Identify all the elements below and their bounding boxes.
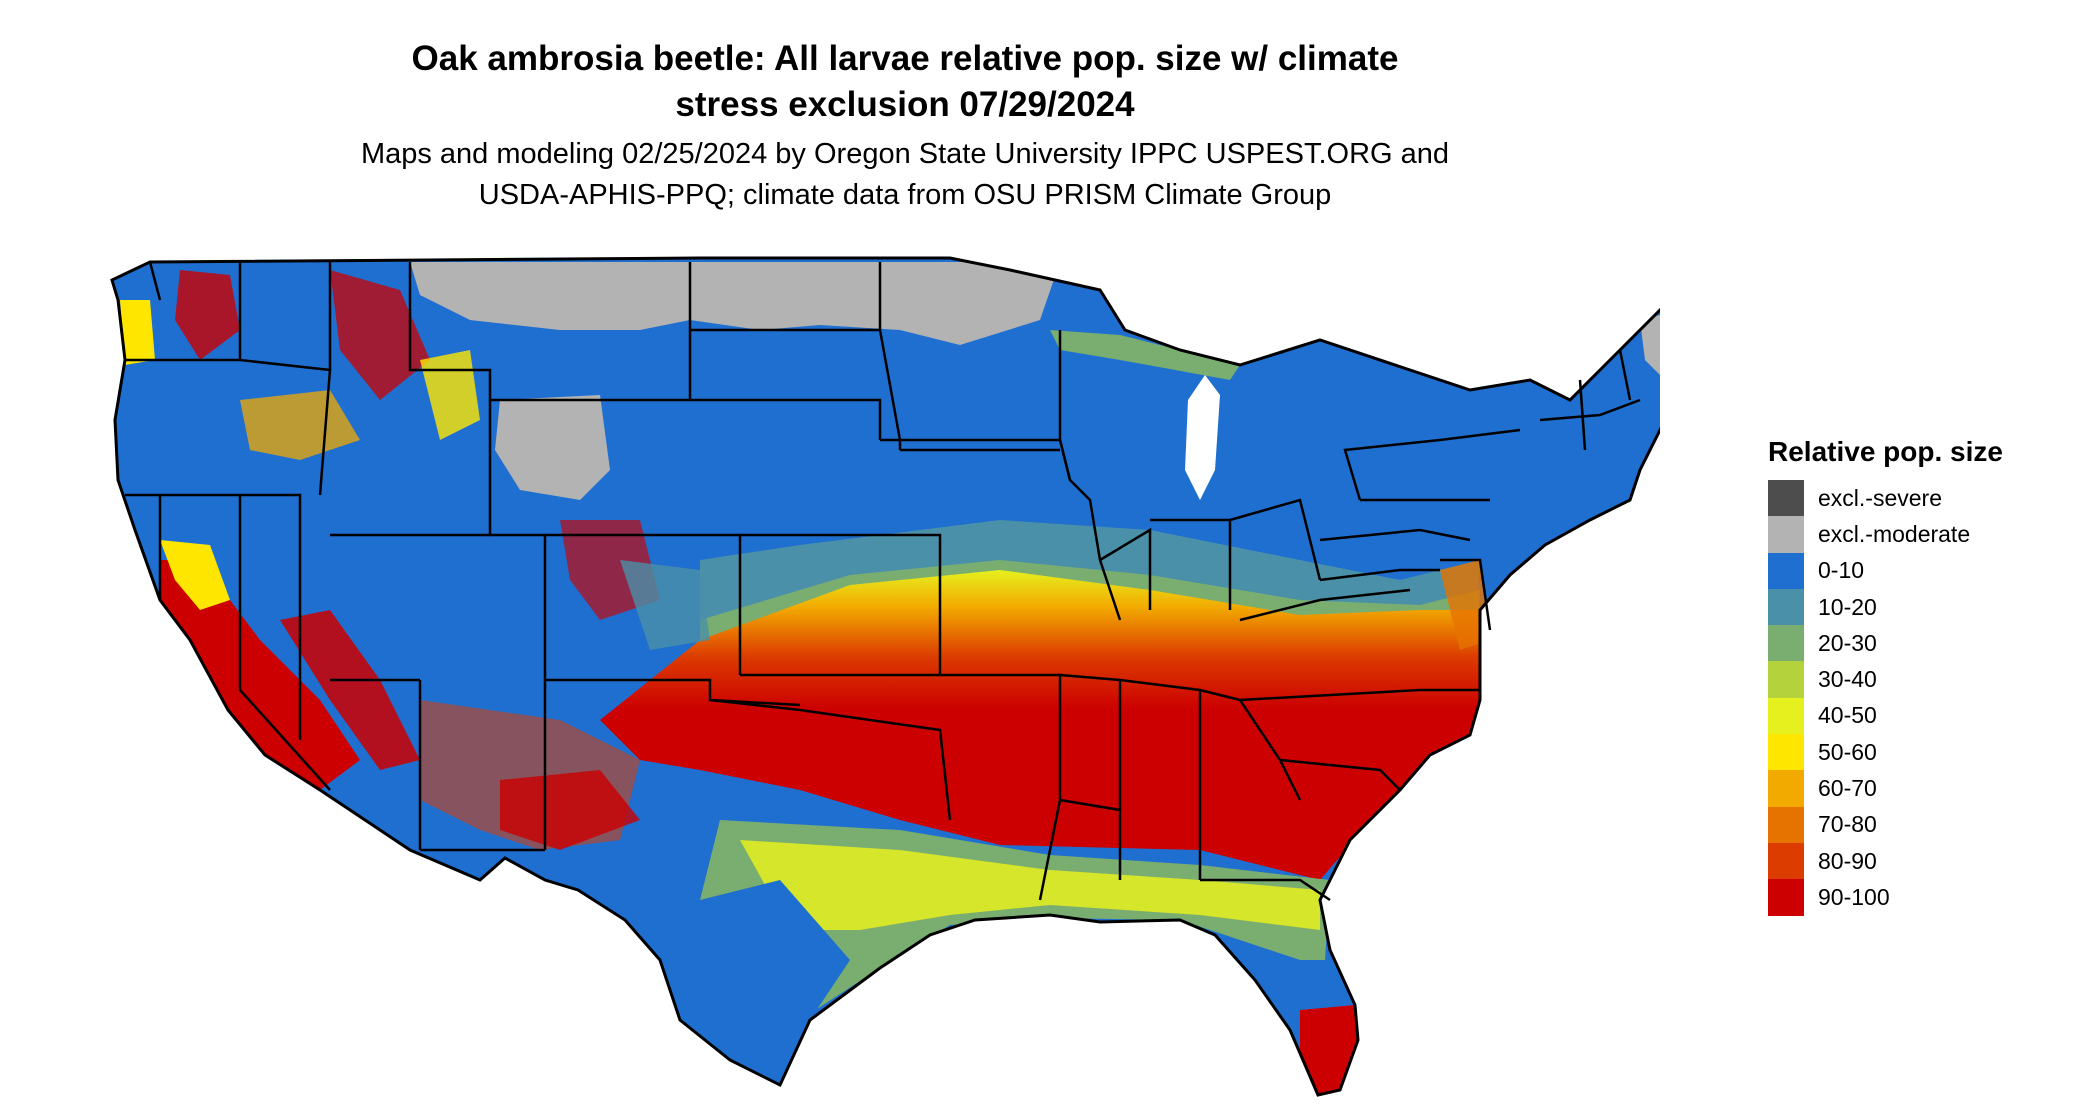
subtitle-line-1: Maps and modeling 02/25/2024 by Oregon S… bbox=[360, 138, 1450, 170]
legend-label: 30-40 bbox=[1818, 666, 1877, 693]
map-subtitle: Maps and modeling 02/25/2024 by Oregon S… bbox=[300, 134, 1510, 216]
legend-item: excl.-moderate bbox=[1768, 516, 2088, 553]
legend-label: 70-80 bbox=[1818, 811, 1877, 838]
legend-label: 0-10 bbox=[1818, 557, 1865, 584]
legend-label: 40-50 bbox=[1818, 702, 1877, 729]
legend-label: 60-70 bbox=[1818, 775, 1877, 802]
legend-item: 60-70 bbox=[1768, 770, 2088, 807]
title-line-2: stress exclusion 07/29/2024 bbox=[675, 85, 1135, 124]
legend-item: 50-60 bbox=[1768, 734, 2088, 771]
legend-swatch bbox=[1768, 842, 1804, 880]
legend-swatch bbox=[1768, 516, 1804, 553]
us-map bbox=[110, 256, 1660, 1097]
legend-swatch bbox=[1768, 588, 1804, 626]
title-line-1: Oak ambrosia beetle: All larvae relative… bbox=[411, 39, 1399, 78]
legend-item: 0-10 bbox=[1768, 552, 2088, 589]
map-title: Oak ambrosia beetle: All larvae relative… bbox=[300, 36, 1510, 128]
legend-label: 90-100 bbox=[1818, 883, 1890, 910]
legend-swatch bbox=[1768, 806, 1804, 843]
legend-label: 20-30 bbox=[1818, 629, 1877, 656]
legend-swatch bbox=[1768, 625, 1804, 662]
legend-item: 90-100 bbox=[1768, 879, 2088, 916]
legend-label: excl.-moderate bbox=[1818, 520, 1971, 547]
subtitle-line-2: USDA-APHIS-PPQ; climate data from OSU PR… bbox=[478, 179, 1332, 211]
legend-title: Relative pop. size bbox=[1768, 436, 2003, 467]
legend-swatch bbox=[1768, 552, 1804, 589]
legend-swatch bbox=[1768, 661, 1804, 698]
state-boundaries bbox=[125, 261, 1641, 902]
legend-swatch bbox=[1768, 697, 1804, 735]
legend-items: excl.-severe excl.-moderate 0-10 10-20 20-30… bbox=[1768, 480, 2088, 916]
map-legend: Relative pop. size excl.-severe excl.-mod… bbox=[1768, 436, 2088, 916]
legend-label: 80-90 bbox=[1818, 847, 1877, 874]
legend-label: 10-20 bbox=[1818, 593, 1877, 620]
legend-item: excl.-severe bbox=[1768, 480, 2088, 517]
legend-swatch bbox=[1768, 879, 1804, 916]
legend-item: 80-90 bbox=[1768, 842, 2088, 880]
legend-label: excl.-severe bbox=[1818, 484, 1942, 511]
legend-item: 20-30 bbox=[1768, 625, 2088, 662]
legend-label: 50-60 bbox=[1818, 738, 1877, 765]
legend-swatch bbox=[1768, 480, 1804, 517]
legend-item: 30-40 bbox=[1768, 661, 2088, 698]
map-raster bbox=[112, 258, 1660, 1095]
legend-swatch bbox=[1768, 734, 1804, 771]
legend-item: 70-80 bbox=[1768, 806, 2088, 843]
legend-swatch bbox=[1768, 770, 1804, 807]
legend-item: 40-50 bbox=[1768, 697, 2088, 735]
legend-item: 10-20 bbox=[1768, 588, 2088, 626]
